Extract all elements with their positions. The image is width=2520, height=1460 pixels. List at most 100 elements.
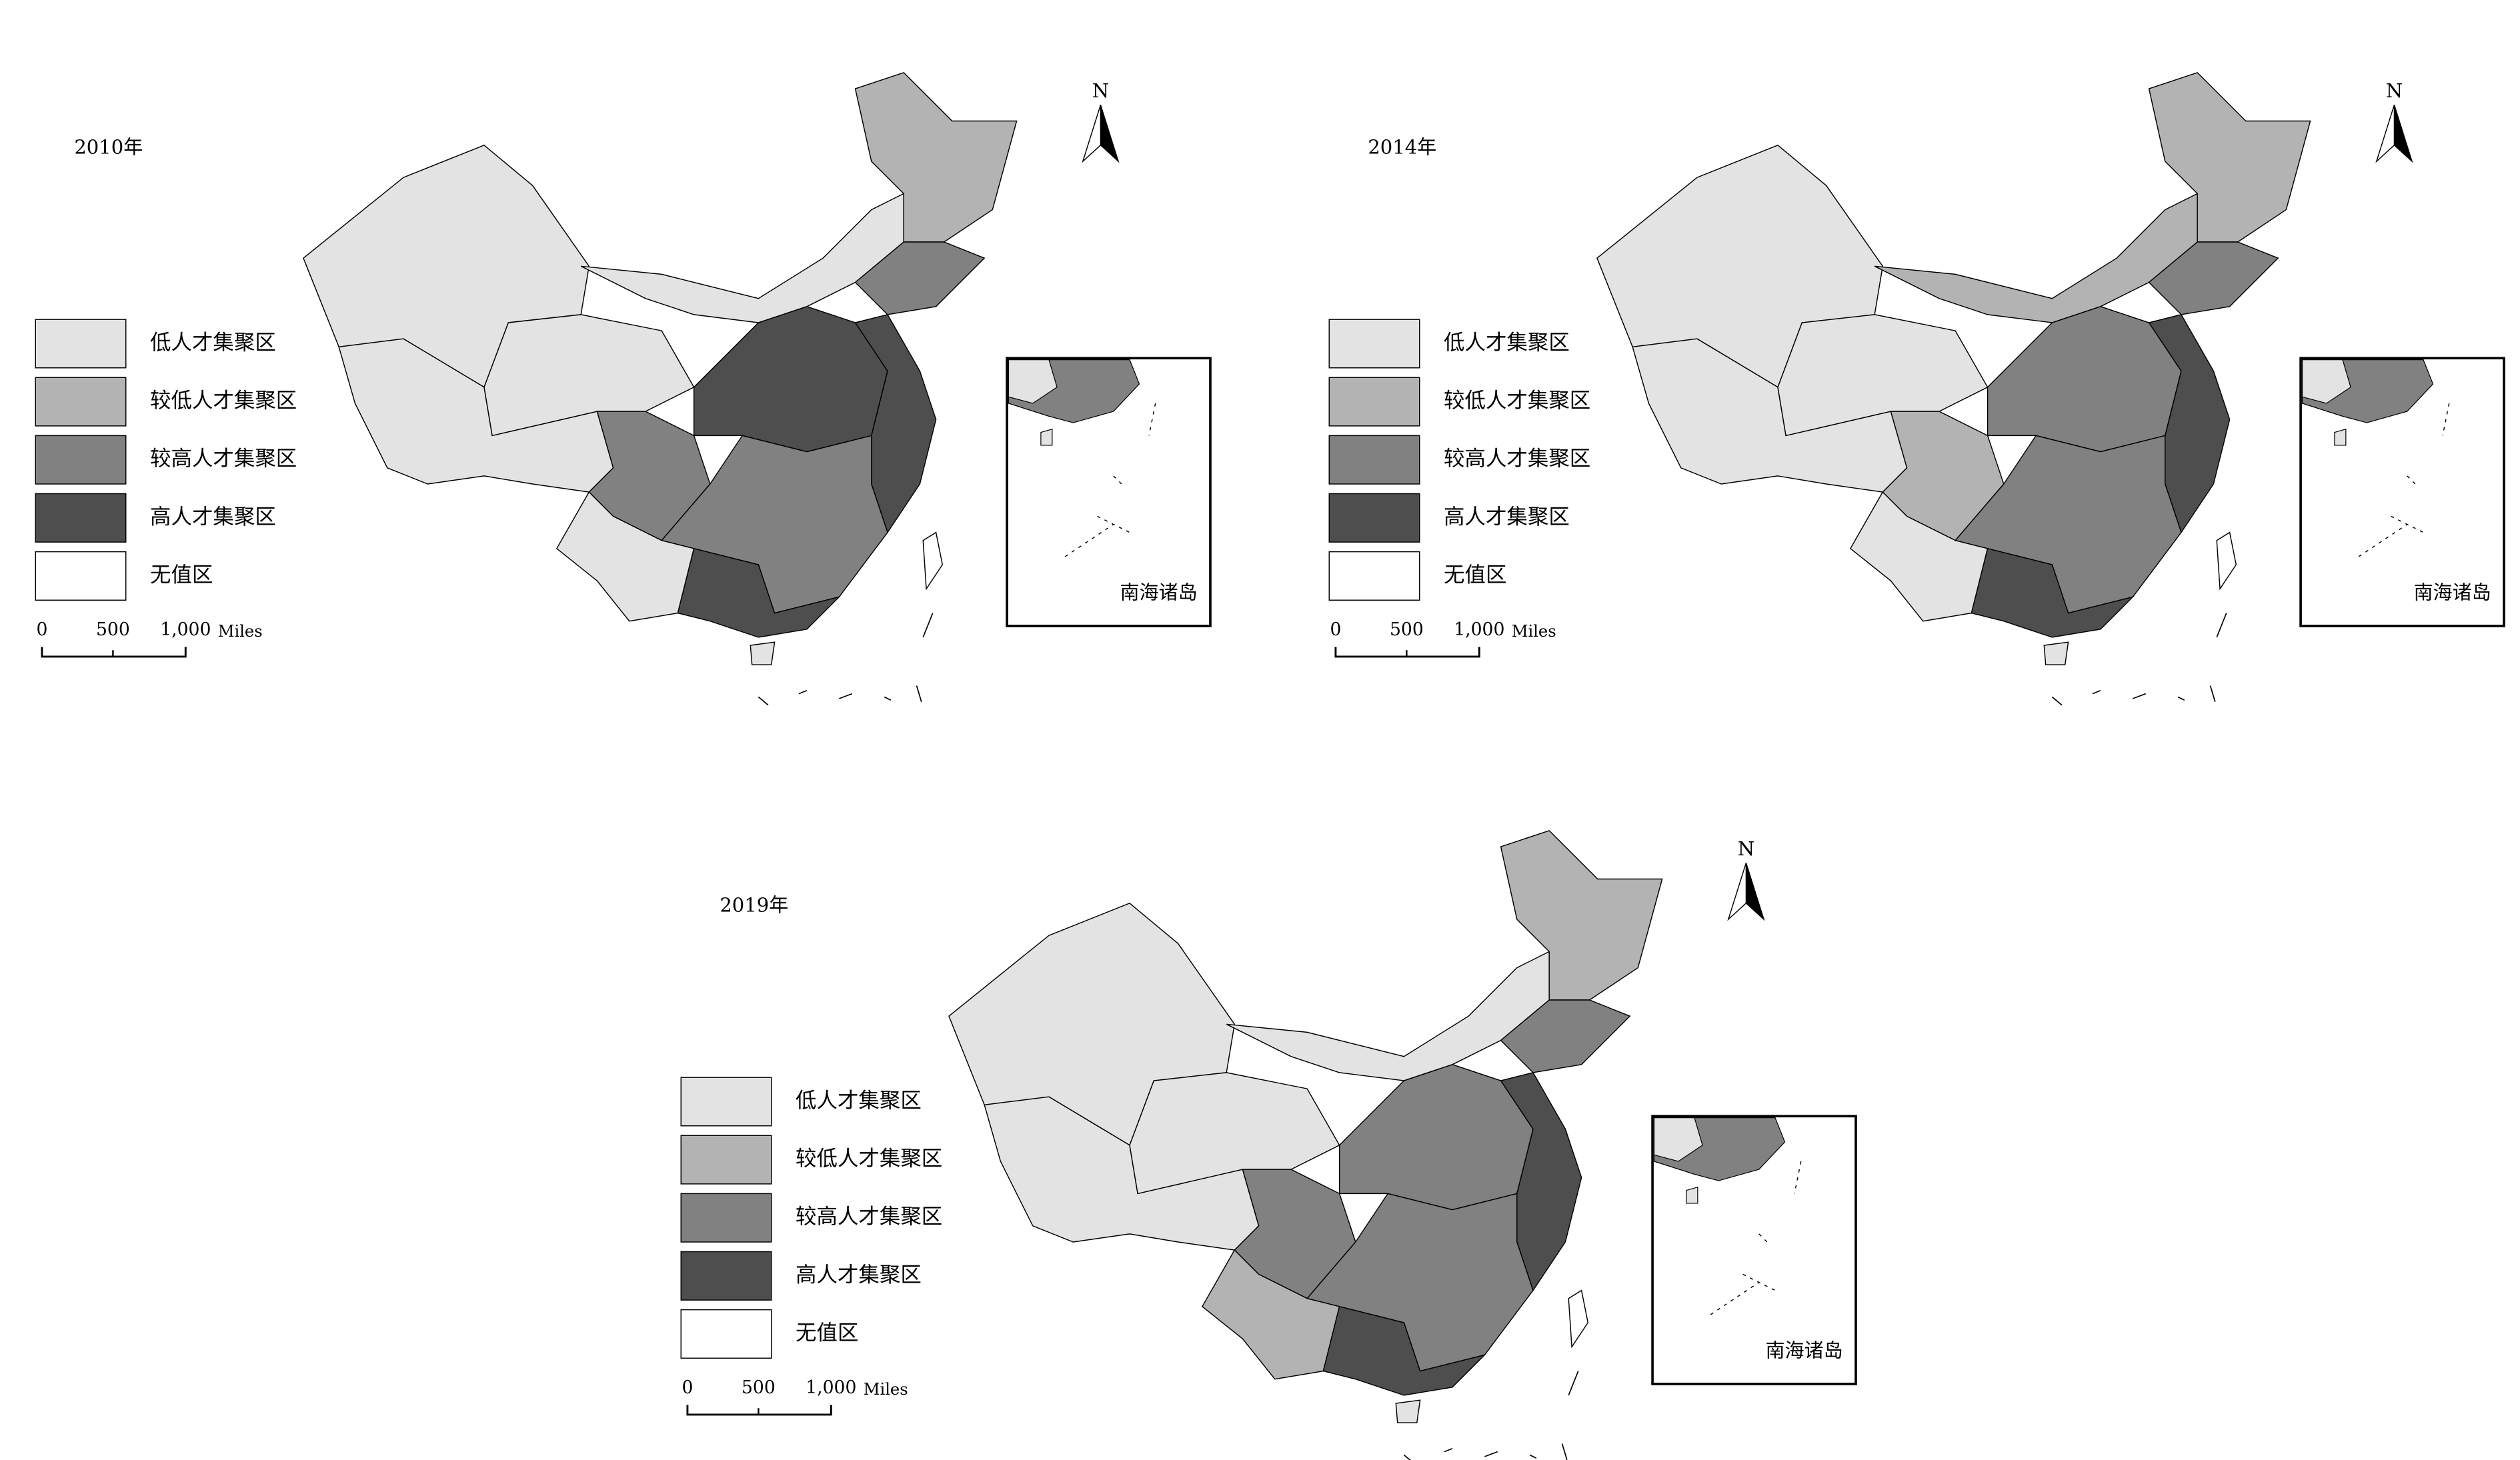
legend-label: 无值区 [796,1321,858,1345]
island-mark [2051,696,2063,706]
north-arrow [1745,863,1765,921]
legend-swatch [1328,551,1420,601]
legend-swatch [1328,493,1420,543]
scale-label: 1,000 [806,1377,856,1398]
inset-island [1040,428,1053,446]
legend-label: 无值区 [150,563,213,587]
scale-bar [1334,647,1480,658]
legend-label: 较高人才集聚区 [1444,447,1590,471]
legend-label: 高人才集聚区 [796,1263,922,1287]
inset-mark [2358,523,2408,557]
region [2043,641,2069,665]
scale-label: 0 [36,619,47,640]
scale-unit: Miles [864,1380,908,1399]
region [1874,193,2198,323]
legend-swatch [680,1193,772,1243]
inset-mark [2442,403,2450,436]
island-mark [2209,685,2216,702]
inset-mark [1064,523,1114,557]
inset-island [2334,428,2347,446]
legend-label: 较低人才集聚区 [1444,389,1590,413]
island-mark [1444,1447,1453,1453]
island-mark [922,613,934,638]
scale-label: 500 [742,1377,776,1398]
legend-label: 低人才集聚区 [150,331,276,355]
legend-swatch [35,377,127,427]
scale-label: 0 [682,1377,693,1398]
island-mark [798,689,808,695]
region [1395,1399,1421,1423]
region [750,641,776,665]
map-title: 2014年 [1368,136,1436,159]
inset-mark [2407,475,2416,485]
region [1500,999,1631,1073]
region [1500,830,1663,1001]
map-title: 2019年 [720,894,788,917]
north-label: N [1738,837,1754,860]
region [1500,1072,1582,1292]
inset-mark [1113,475,1122,485]
north-arrow [1727,863,1747,921]
legend-label: 低人才集聚区 [1444,331,1570,355]
legend-label: 较高人才集聚区 [796,1205,942,1229]
inset-label: 南海诸岛 [1120,581,1197,604]
island-mark [916,685,922,702]
region [2148,314,2231,534]
north-arrow [2393,105,2413,163]
inset-land [2301,359,2351,404]
inset-island [1686,1186,1698,1204]
inset-mark [1710,1281,1760,1315]
inset-mark [1097,515,1130,533]
scale-bar [41,647,187,658]
legend-swatch [680,1309,772,1359]
legend-swatch [35,435,127,485]
map-title: 2010年 [74,136,143,159]
region [854,241,986,315]
legend-swatch [1328,435,1420,485]
legend-swatch [1328,319,1420,369]
north-arrow [1100,105,1120,163]
island-mark [1568,1371,1579,1396]
legend-swatch [35,551,127,601]
region [922,531,944,591]
island-mark [758,696,769,706]
island-mark [1403,1454,1411,1460]
legend-label: 较高人才集聚区 [150,447,297,471]
region [1226,951,1550,1081]
scale-label: 1,000 [1454,619,1504,640]
scale-bar [686,1405,832,1416]
north-label: N [2386,79,2403,102]
island-mark [1529,1454,1537,1459]
region [580,193,904,323]
island-mark [1561,1443,1568,1460]
legend-swatch [35,319,127,369]
north-arrow [2375,105,2395,163]
legend-label: 较低人才集聚区 [796,1147,942,1171]
legend-label: 高人才集聚区 [150,505,276,529]
island-mark [839,693,853,699]
north-arrow [1082,105,1102,163]
island-mark [884,696,892,701]
scale-label: 500 [96,619,130,640]
inset-mark [1794,1161,1802,1194]
legend-label: 无值区 [1444,563,1506,587]
region [2148,72,2311,243]
legend-swatch [35,493,127,543]
legend-swatch [680,1135,772,1185]
island-mark [2133,693,2147,699]
legend-swatch [680,1077,772,1127]
scale-label: 1,000 [160,619,211,640]
legend-label: 高人才集聚区 [1444,505,1570,529]
inset-mark [1758,1233,1768,1243]
region [2148,241,2279,315]
legend-label: 较低人才集聚区 [150,389,297,413]
legend-label: 低人才集聚区 [796,1089,922,1113]
region [854,72,1018,243]
inset-land [1653,1117,1703,1162]
inset-land [1008,359,1058,404]
region [1322,1305,1486,1396]
